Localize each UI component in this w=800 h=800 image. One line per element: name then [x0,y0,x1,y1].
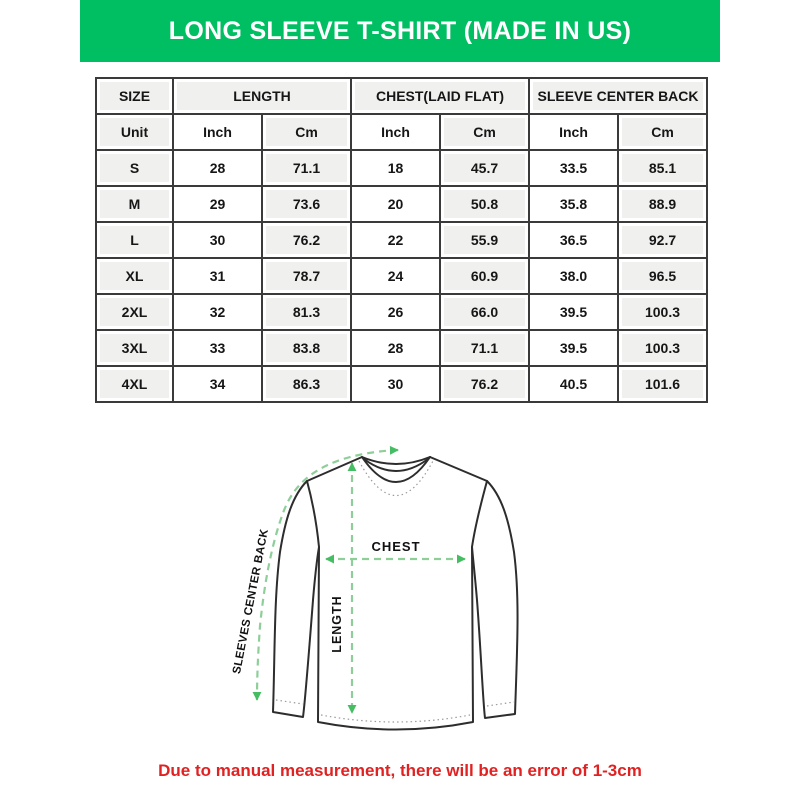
table-row-s: S 28 71.1 18 45.7 33.5 85.1 [95,149,708,187]
col-header-chest: CHEST(LAID FLAT) [350,77,530,115]
unit-chest-inch: Inch [350,113,441,151]
value-cell: 50.8 [439,185,530,223]
right-sleeve-outline [471,480,519,719]
value-cell: 100.3 [617,293,708,331]
size-cell: 2XL [95,293,174,331]
value-cell: 39.5 [528,293,619,331]
unit-header-row: Unit Inch Cm Inch Cm Inch Cm [95,113,708,151]
left-armhole-seam [306,480,320,548]
table-row-3xl: 3XL 33 83.8 28 71.1 39.5 100.3 [95,329,708,367]
value-cell: 30 [172,221,263,259]
value-cell: 76.2 [439,365,530,403]
value-cell: 18 [350,149,441,187]
value-cell: 30 [350,365,441,403]
value-cell: 34 [172,365,263,403]
col-header-size: SIZE [95,77,174,115]
size-cell: 4XL [95,365,174,403]
value-cell: 86.3 [261,365,352,403]
value-cell: 36.5 [528,221,619,259]
header-banner: LONG SLEEVE T-SHIRT (MADE IN US) [80,0,720,62]
shirt-outline [272,456,519,731]
value-cell: 20 [350,185,441,223]
right-shoulder-line [429,456,488,482]
table-row-4xl: 4XL 34 86.3 30 76.2 40.5 101.6 [95,365,708,403]
value-cell: 33 [172,329,263,367]
value-cell: 71.1 [261,149,352,187]
left-cuff-stitch-line [275,699,304,705]
chest-label: CHEST [371,539,420,554]
length-label: LENGTH [330,595,344,652]
value-cell: 38.0 [528,257,619,295]
value-cell: 35.8 [528,185,619,223]
size-chart-table: SIZE LENGTH CHEST(LAID FLAT) SLEEVE CENT… [95,77,708,403]
size-cell: L [95,221,174,259]
value-cell: 76.2 [261,221,352,259]
group-header-row: SIZE LENGTH CHEST(LAID FLAT) SLEEVE CENT… [95,77,708,115]
unit-chest-cm: Cm [439,113,530,151]
value-cell: 92.7 [617,221,708,259]
measurement-disclaimer: Due to manual measurement, there will be… [158,761,642,780]
value-cell: 40.5 [528,365,619,403]
table-row-2xl: 2XL 32 81.3 26 66.0 39.5 100.3 [95,293,708,331]
unit-length-inch: Inch [172,113,263,151]
value-cell: 100.3 [617,329,708,367]
value-cell: 28 [172,149,263,187]
value-cell: 71.1 [439,329,530,367]
sleeve-measure-arrow [252,445,399,701]
value-cell: 33.5 [528,149,619,187]
value-cell: 60.9 [439,257,530,295]
value-cell: 39.5 [528,329,619,367]
value-cell: 101.6 [617,365,708,403]
value-cell: 28 [350,329,441,367]
value-cell: 83.8 [261,329,352,367]
hem-stitch-line [320,714,471,723]
body-outline [317,546,474,731]
value-cell: 96.5 [617,257,708,295]
value-cell: 55.9 [439,221,530,259]
col-header-length: LENGTH [172,77,352,115]
right-armhole-seam [471,480,488,548]
value-cell: 29 [172,185,263,223]
unit-length-cm: Cm [261,113,352,151]
value-cell: 24 [350,257,441,295]
value-cell: 32 [172,293,263,331]
right-cuff-stitch-line [486,701,515,707]
left-sleeve-outline [272,480,320,718]
table-row-l: L 30 76.2 22 55.9 36.5 92.7 [95,221,708,259]
shirt-diagram: CHEST LENGTH SLEEVES CENTER BACK [231,445,519,731]
value-cell: 81.3 [261,293,352,331]
value-cell: 85.1 [617,149,708,187]
unit-sleeve-cm: Cm [617,113,708,151]
value-cell: 22 [350,221,441,259]
value-cell: 73.6 [261,185,352,223]
value-cell: 78.7 [261,257,352,295]
left-shoulder-line [306,456,363,482]
value-cell: 31 [172,257,263,295]
collar-outer-line [361,456,431,465]
page-title: LONG SLEEVE T-SHIRT (MADE IN US) [168,16,632,45]
table-row-xl: XL 31 78.7 24 60.9 38.0 96.5 [95,257,708,295]
value-cell: 88.9 [617,185,708,223]
size-cell: M [95,185,174,223]
sleeves-center-back-label: SLEEVES CENTER BACK [231,528,271,675]
col-header-sleeve: SLEEVE CENTER BACK [528,77,708,115]
value-cell: 66.0 [439,293,530,331]
value-cell: 45.7 [439,149,530,187]
size-cell: 3XL [95,329,174,367]
value-cell: 26 [350,293,441,331]
unit-sleeve-inch: Inch [528,113,619,151]
size-cell: S [95,149,174,187]
size-cell: XL [95,257,174,295]
table-row-m: M 29 73.6 20 50.8 35.8 88.9 [95,185,708,223]
unit-label: Unit [95,113,174,151]
size-chart-table-container: SIZE LENGTH CHEST(LAID FLAT) SLEEVE CENT… [95,77,708,403]
